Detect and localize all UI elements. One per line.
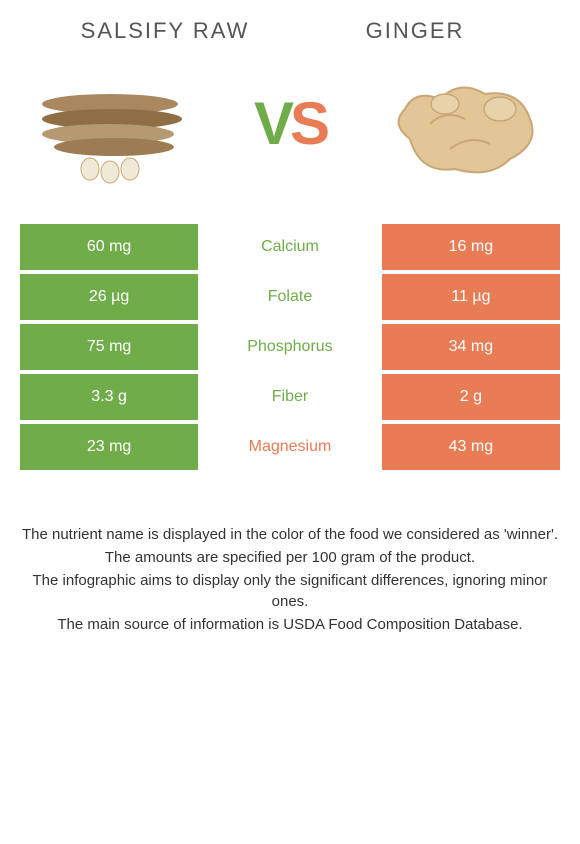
food-right-title: Ginger [290, 18, 540, 44]
vs-label: VS [254, 94, 326, 154]
cell-right-value: 34 mg [382, 322, 560, 372]
header-right: Ginger [290, 18, 540, 44]
cell-nutrient-name: Folate [198, 272, 382, 322]
header-left: Salsify raw [40, 18, 290, 44]
cell-nutrient-name: Phosphorus [198, 322, 382, 372]
food-left-title: Salsify raw [40, 18, 290, 44]
salsify-image [30, 54, 210, 194]
table-row: 75 mgPhosphorus34 mg [20, 322, 560, 372]
cell-left-value: 23 mg [20, 422, 198, 472]
images-row: VS [0, 44, 580, 224]
ginger-image [370, 54, 550, 194]
table-row: 3.3 gFiber2 g [20, 372, 560, 422]
cell-left-value: 75 mg [20, 322, 198, 372]
footnote-line: The amounts are specified per 100 gram o… [20, 547, 560, 568]
vs-v: V [254, 90, 290, 157]
footnote-line: The nutrient name is displayed in the co… [20, 524, 560, 545]
cell-right-value: 2 g [382, 372, 560, 422]
cell-right-value: 43 mg [382, 422, 560, 472]
table-row: 23 mgMagnesium43 mg [20, 422, 560, 472]
cell-right-value: 11 µg [382, 272, 560, 322]
footnote-line: The main source of information is USDA F… [20, 614, 560, 635]
cell-left-value: 3.3 g [20, 372, 198, 422]
table-row: 26 µgFolate11 µg [20, 272, 560, 322]
footnotes: The nutrient name is displayed in the co… [0, 474, 580, 635]
cell-left-value: 26 µg [20, 272, 198, 322]
table-row: 60 mgCalcium16 mg [20, 224, 560, 272]
cell-nutrient-name: Calcium [198, 224, 382, 272]
nutrient-table: 60 mgCalcium16 mg26 µgFolate11 µg75 mgPh… [20, 224, 560, 474]
footnote-line: The infographic aims to display only the… [20, 570, 560, 612]
header: Salsify raw Ginger [0, 0, 580, 44]
vs-s: S [290, 90, 326, 157]
cell-nutrient-name: Magnesium [198, 422, 382, 472]
cell-nutrient-name: Fiber [198, 372, 382, 422]
cell-left-value: 60 mg [20, 224, 198, 272]
cell-right-value: 16 mg [382, 224, 560, 272]
